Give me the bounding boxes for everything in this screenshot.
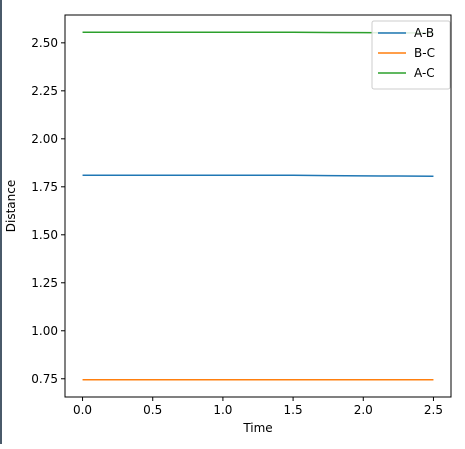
y-tick-label: 1.00	[31, 324, 58, 338]
x-tick-label: 2.5	[424, 403, 443, 417]
legend-label: A-C	[414, 66, 435, 80]
x-tick-label: 1.0	[213, 403, 232, 417]
x-tick-label: 2.0	[354, 403, 373, 417]
y-tick-label: 2.00	[31, 132, 58, 146]
y-tick-label: 0.75	[31, 372, 58, 386]
x-axis: 0.0 0.5 1.0 1.5 2.0 2.5	[73, 397, 443, 417]
plot-frame	[64, 14, 452, 398]
y-tick-label: 1.50	[31, 228, 58, 242]
x-axis-title: Time	[242, 421, 272, 435]
y-axis: 0.75 1.00 1.25 1.50 1.75 2.00 2.25 2.50	[31, 36, 65, 386]
y-tick-label: 1.75	[31, 180, 58, 194]
legend: A-B B-C A-C	[371, 20, 451, 90]
y-axis-title: Distance	[4, 180, 18, 232]
legend-label: A-B	[414, 26, 434, 40]
x-tick-label: 1.5	[284, 403, 303, 417]
series-line-a-b	[82, 174, 434, 177]
y-tick-label: 2.50	[31, 36, 58, 50]
legend-label: B-C	[414, 46, 435, 60]
legend-box	[371, 20, 451, 90]
x-tick-label: 0.0	[73, 403, 92, 417]
x-tick-label: 0.5	[143, 403, 162, 417]
y-tick-label: 2.25	[31, 84, 58, 98]
y-tick-label: 1.25	[31, 276, 58, 290]
window-left-edge	[0, 0, 2, 444]
